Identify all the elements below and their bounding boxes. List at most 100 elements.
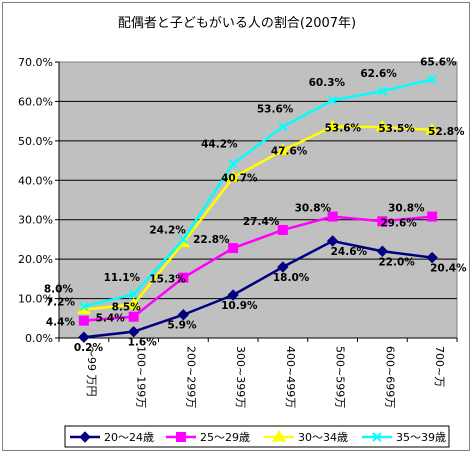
data-label: 60.3% bbox=[309, 77, 346, 89]
x-tick-label: 700~万 bbox=[433, 346, 446, 387]
series-3 bbox=[76, 119, 440, 315]
x-tick-label: 100~199万 bbox=[135, 346, 148, 408]
data-point bbox=[226, 170, 241, 183]
data-point bbox=[272, 430, 286, 442]
data-point bbox=[228, 159, 238, 169]
data-label: 0.2% bbox=[74, 342, 104, 354]
chart-title: 配偶者と子どもがいる人の割合(2007年) bbox=[117, 16, 357, 31]
data-label: 62.6% bbox=[360, 68, 397, 80]
data-point bbox=[427, 211, 438, 222]
series-line bbox=[83, 125, 433, 311]
series-2 bbox=[78, 211, 438, 326]
data-point bbox=[128, 311, 139, 322]
data-point bbox=[426, 251, 438, 264]
y-tick-label: 10.0% bbox=[18, 293, 53, 306]
data-label: 8.5% bbox=[112, 301, 142, 313]
data-label: 5.9% bbox=[167, 320, 197, 332]
data-point bbox=[327, 211, 338, 222]
legend-label: 25～29歳 bbox=[200, 431, 250, 444]
legend: 20～24歳 25～29歳 30～34歳 35～39歳 bbox=[64, 425, 450, 448]
legend-label: 30～34歳 bbox=[298, 431, 348, 444]
data-labels: 0.2% 1.6% 5.9% 10.9% 18.0% 24.6% 22.0% 20.4% 4.4… bbox=[44, 56, 467, 354]
data-point bbox=[275, 143, 290, 155]
data-label: 1.6% bbox=[128, 337, 158, 349]
data-point bbox=[376, 245, 389, 257]
legend-item: 35～39歳 bbox=[362, 431, 446, 444]
y-tick-label: 20.0% bbox=[18, 253, 53, 266]
data-label: 4.4% bbox=[46, 317, 76, 329]
series-4 bbox=[79, 74, 437, 312]
y-tick-label: 60.0% bbox=[18, 95, 53, 108]
data-point bbox=[228, 243, 239, 254]
x-tick-label: 200~299万 bbox=[184, 346, 197, 408]
data-point bbox=[278, 121, 288, 132]
data-label: 7.2% bbox=[46, 297, 76, 309]
x-tick-label: 400~499万 bbox=[284, 346, 297, 408]
data-point bbox=[126, 297, 141, 309]
data-label: 22.0% bbox=[378, 256, 415, 268]
data-point bbox=[128, 289, 139, 299]
data-label: 47.6% bbox=[271, 145, 308, 157]
data-point bbox=[277, 261, 289, 273]
data-point bbox=[178, 272, 189, 283]
y-tick-label: 70.0% bbox=[18, 56, 53, 69]
x-tick-label: 500~599万 bbox=[334, 346, 347, 408]
legend-item: 30～34歳 bbox=[264, 430, 348, 444]
data-point bbox=[327, 95, 338, 105]
data-point bbox=[227, 289, 239, 301]
data-point bbox=[178, 234, 189, 245]
data-point bbox=[127, 325, 140, 338]
legend-label: 20～24歳 bbox=[104, 431, 154, 444]
y-tick-label: 30.0% bbox=[18, 214, 53, 227]
data-label: 24.2% bbox=[149, 225, 186, 237]
data-label: 11.1% bbox=[104, 272, 141, 284]
data-label: 8.0% bbox=[44, 283, 74, 295]
legend-label: 35～39歳 bbox=[396, 431, 446, 444]
y-tick-label: 40.0% bbox=[18, 174, 53, 187]
data-label: 24.6% bbox=[331, 246, 368, 258]
data-label: 65.6% bbox=[420, 56, 457, 68]
data-label: 40.7% bbox=[221, 173, 258, 185]
series-1 bbox=[78, 235, 438, 343]
y-tick-label: 50.0% bbox=[18, 135, 53, 148]
data-point bbox=[79, 431, 91, 443]
data-label: 18.0% bbox=[273, 272, 310, 284]
data-label: 5.4% bbox=[96, 313, 126, 325]
data-label: 20.4% bbox=[430, 263, 467, 275]
data-point bbox=[377, 86, 388, 96]
data-point bbox=[78, 315, 89, 326]
data-label: 30.8% bbox=[295, 203, 332, 215]
data-label: 52.8% bbox=[428, 126, 465, 138]
x-axis: ～99 万円 100~199万 200~299万 300~399万 400~499万 50… bbox=[58, 337, 458, 408]
series-line bbox=[83, 78, 433, 308]
data-label: 53.6% bbox=[257, 104, 294, 116]
data-point bbox=[375, 120, 390, 132]
series-line bbox=[83, 239, 433, 339]
legend-item: 20～24歳 bbox=[70, 431, 154, 444]
plot-area bbox=[58, 61, 458, 339]
data-point bbox=[425, 122, 440, 135]
data-label: 15.3% bbox=[149, 274, 186, 286]
data-point bbox=[176, 432, 186, 442]
data-point bbox=[78, 331, 90, 343]
data-label: 27.4% bbox=[243, 216, 280, 228]
data-point bbox=[372, 432, 382, 442]
data-label: 29.6% bbox=[380, 217, 417, 229]
series-line bbox=[83, 215, 433, 322]
data-label: 53.6% bbox=[325, 123, 362, 135]
legend-item: 25～29歳 bbox=[166, 431, 250, 444]
x-tick-label: ～99 万円 bbox=[85, 346, 98, 397]
data-label: 53.5% bbox=[378, 123, 415, 135]
data-point bbox=[377, 216, 388, 227]
legend-box bbox=[64, 425, 450, 448]
x-tick-label: 600~699万 bbox=[383, 346, 396, 408]
data-point bbox=[79, 301, 89, 312]
data-point bbox=[427, 74, 437, 85]
data-point bbox=[326, 235, 339, 247]
x-tick-label: 300~399万 bbox=[234, 346, 247, 408]
series-layer bbox=[76, 74, 440, 343]
data-label: 10.9% bbox=[221, 300, 258, 312]
data-point bbox=[177, 309, 190, 321]
y-axis: 0.0% 10.0% 20.0% 30.0% 40.0% 50.0% 60.0% 70.0% bbox=[18, 56, 60, 345]
